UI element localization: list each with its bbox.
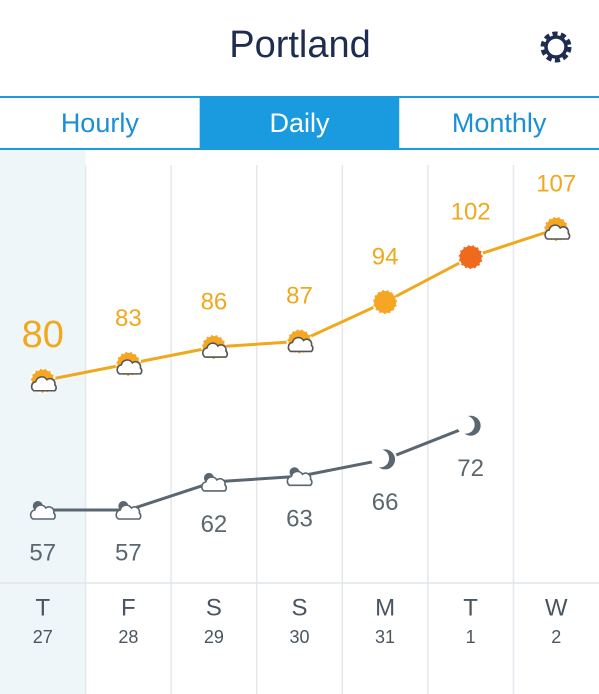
low-temp-label: 72 [457,455,484,482]
tab-label: Daily [269,108,330,138]
city-title: Portland [229,24,371,66]
date-label: 29 [204,627,224,647]
cloud-icon [544,224,571,240]
day-label: M [375,594,395,621]
settings-icon[interactable] [540,31,572,63]
tab[interactable] [399,98,599,148]
low-temp-label: 57 [29,539,56,566]
day-label: W [545,594,568,621]
day-label: T [35,594,50,621]
temp-line [42,424,472,512]
tab-label: Hourly [61,108,140,138]
date-label: 2 [551,627,561,647]
cloud-icon [116,359,143,375]
tab[interactable] [199,98,400,148]
date-label: 31 [375,627,395,647]
low-temp-label: 63 [286,506,313,533]
day-label: F [121,594,136,621]
today-highlight [0,150,86,694]
sun-icon [457,244,484,271]
cloud-icon [286,470,313,487]
tab-label: Monthly [452,108,547,138]
date-label: 27 [33,627,53,647]
moon-shade [371,449,390,468]
low-temp-label: 62 [201,511,228,538]
date-label: 28 [118,627,138,647]
gear-ring [544,35,568,59]
sun-icon [372,289,399,316]
high-temp-label: 83 [115,305,142,332]
day-label: S [206,594,222,621]
high-temp-label: 94 [372,243,399,270]
cloud-icon [287,336,314,353]
day-label: T [463,594,478,621]
low-temp-label: 57 [115,539,142,566]
cloud-icon [30,376,57,392]
low-temp-label: 66 [372,489,399,516]
cloud-icon [201,476,228,492]
cloud-icon [202,342,229,358]
cloud-icon [115,504,142,520]
gear-teeth [540,31,572,63]
high-temp-label: 86 [201,288,228,315]
high-temp-label: 80 [22,314,64,356]
moon-shade [456,415,475,434]
tab[interactable] [0,98,200,148]
date-label: 1 [466,627,476,647]
high-temp-label: 102 [451,198,491,225]
day-label: S [291,594,307,621]
date-label: 30 [289,627,309,647]
cloud-icon [29,504,56,520]
high-temp-label: 87 [286,283,313,310]
high-temp-label: 107 [536,170,576,197]
